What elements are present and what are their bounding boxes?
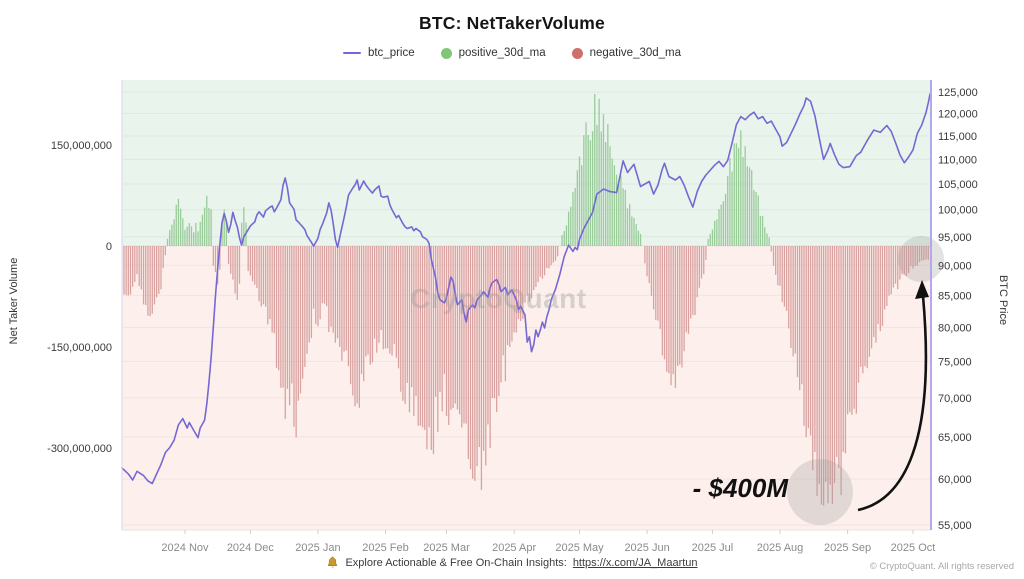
right-axis-title: BTC Price	[997, 274, 1009, 326]
annotation-400m-label: - $400M	[692, 473, 788, 503]
line-swatch-icon	[342, 52, 361, 54]
svg-text:2025 Sep: 2025 Sep	[824, 542, 871, 554]
svg-text:85,000: 85,000	[938, 290, 972, 302]
legend-item-btc-price[interactable]: btc_price	[342, 47, 415, 59]
red-dot-icon	[571, 47, 583, 59]
legend-label: negative_30d_ma	[589, 47, 682, 59]
svg-text:2025 Aug: 2025 Aug	[757, 542, 804, 554]
svg-text:-300,000,000: -300,000,000	[47, 443, 112, 455]
svg-text:2025 Feb: 2025 Feb	[362, 542, 408, 554]
svg-text:110,000: 110,000	[938, 154, 977, 166]
left-axis-title: Net Taker Volume	[8, 257, 20, 345]
green-dot-icon	[440, 47, 452, 59]
svg-text:2025 Jan: 2025 Jan	[295, 542, 340, 554]
svg-text:70,000: 70,000	[938, 393, 972, 405]
svg-text:105,000: 105,000	[938, 179, 978, 191]
svg-text:2025 Apr: 2025 Apr	[492, 542, 536, 554]
footer-banner: Explore Actionable & Free On-Chain Insig…	[0, 556, 1024, 569]
copyright-text: © CryptoQuant. All rights reserved	[869, 561, 1014, 572]
bell-icon	[326, 556, 339, 569]
legend-item-positive-30d-ma[interactable]: positive_30d_ma	[440, 47, 546, 59]
svg-text:60,000: 60,000	[938, 474, 972, 486]
svg-text:-150,000,000: -150,000,000	[47, 342, 112, 354]
svg-text:90,000: 90,000	[938, 260, 972, 272]
legend-label: btc_price	[367, 47, 415, 59]
svg-text:2025 Jul: 2025 Jul	[692, 542, 734, 554]
svg-text:2025 May: 2025 May	[555, 542, 604, 554]
svg-text:2025 Oct: 2025 Oct	[891, 542, 936, 554]
cryptoquant-watermark: CryptoQuant	[410, 283, 587, 314]
footer-link[interactable]: https://x.com/JA_Maartun	[572, 556, 698, 569]
svg-text:125,000: 125,000	[938, 87, 978, 99]
svg-text:55,000: 55,000	[938, 520, 972, 532]
legend-label: positive_30d_ma	[458, 47, 546, 59]
svg-text:2024 Nov: 2024 Nov	[161, 542, 209, 554]
page-title: BTC: NetTakerVolume	[419, 13, 605, 33]
svg-text:150,000,000: 150,000,000	[51, 140, 112, 152]
svg-text:2025 Mar: 2025 Mar	[423, 542, 470, 554]
svg-text:2025 Jun: 2025 Jun	[624, 542, 669, 554]
legend-item-negative-30d-ma[interactable]: negative_30d_ma	[571, 47, 682, 59]
chart-legend: btc_price positive_30d_ma negative_30d_m…	[0, 47, 1024, 59]
svg-text:65,000: 65,000	[938, 432, 972, 444]
svg-text:75,000: 75,000	[938, 356, 972, 368]
svg-text:95,000: 95,000	[938, 232, 972, 244]
svg-text:2024 Dec: 2024 Dec	[227, 542, 275, 554]
footer-text: Explore Actionable & Free On-Chain Insig…	[345, 556, 567, 569]
svg-text:100,000: 100,000	[938, 205, 978, 217]
svg-text:0: 0	[106, 241, 112, 253]
svg-text:115,000: 115,000	[938, 131, 977, 143]
svg-text:120,000: 120,000	[938, 109, 978, 121]
svg-text:80,000: 80,000	[938, 322, 972, 334]
